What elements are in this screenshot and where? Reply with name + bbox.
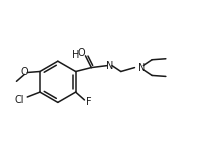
Text: O: O [78, 48, 85, 58]
Text: N: N [106, 61, 114, 71]
Text: F: F [86, 97, 91, 107]
Text: Cl: Cl [15, 95, 24, 105]
Text: H: H [72, 50, 79, 60]
Text: O: O [20, 67, 28, 76]
Text: N: N [138, 63, 145, 73]
